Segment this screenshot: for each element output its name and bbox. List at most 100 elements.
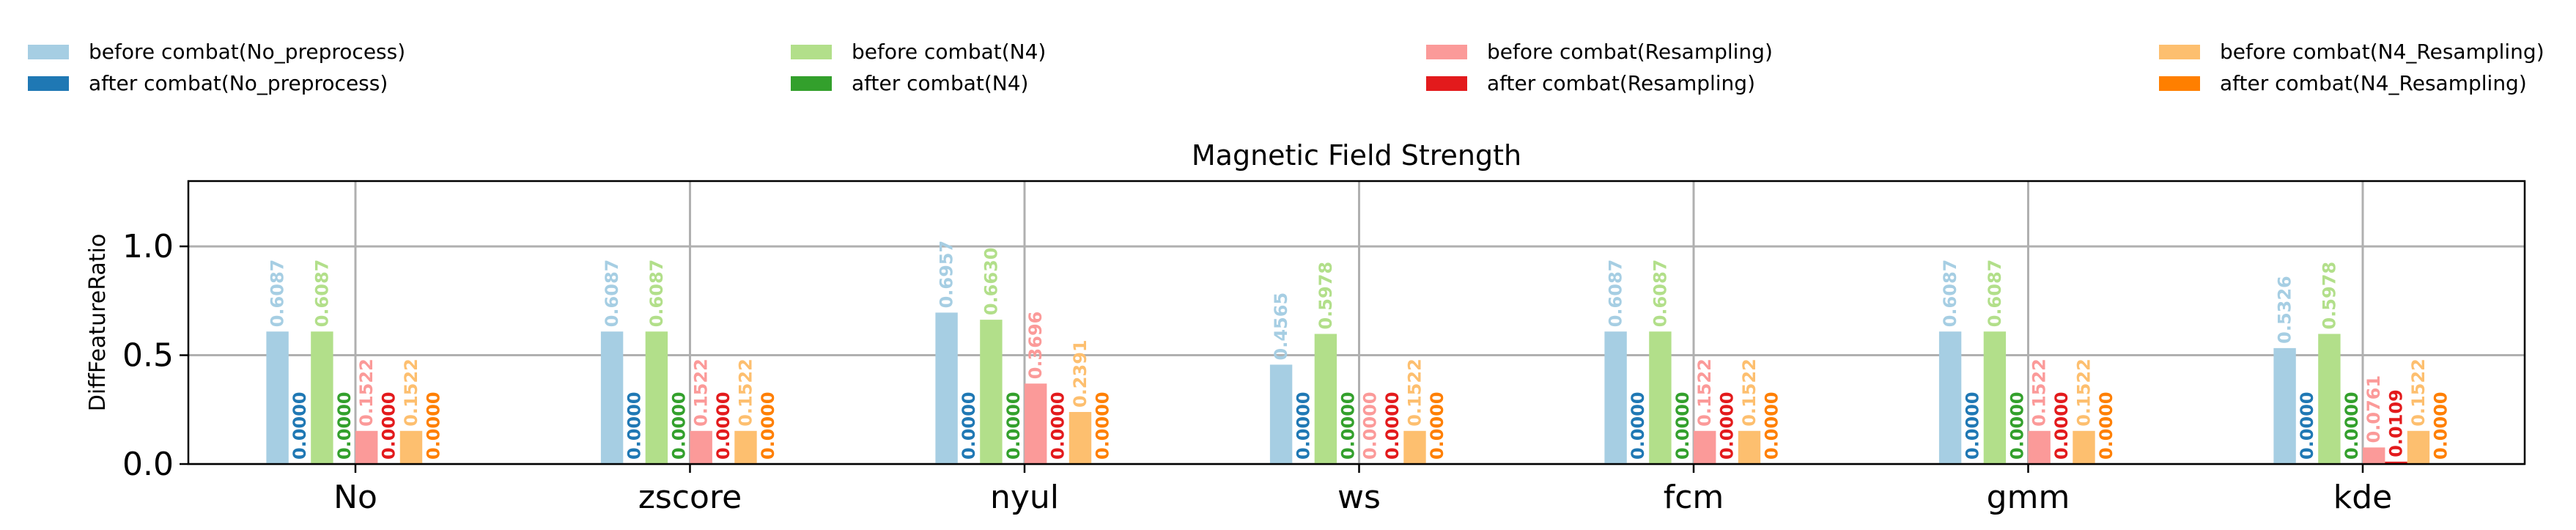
legend-label: before combat(N4) [852, 40, 1046, 64]
legend-swatch [28, 76, 69, 91]
legend-label: after combat(No_preprocess) [89, 71, 388, 95]
bar-value-label: 0.0000 [1628, 391, 1648, 460]
bar-value-label: 0.0109 [2386, 389, 2407, 457]
bar-value-label: 0.0000 [1048, 391, 1069, 460]
bar-value-label: 0.5978 [1315, 262, 1336, 330]
legend-label: before combat(Resampling) [1487, 40, 1773, 64]
bar-value-label: 0.0000 [1672, 391, 1693, 460]
bar-value-label: 0.0000 [2297, 391, 2317, 460]
bar [734, 430, 757, 464]
bar-value-label: 0.6630 [981, 248, 1001, 316]
y-axis-label: DiffFeatureRatio [85, 234, 111, 412]
bar-value-label: 0.0000 [624, 391, 645, 460]
bar [355, 430, 378, 464]
bar [2363, 447, 2385, 464]
legend-label: before combat(N4_Resampling) [2220, 40, 2544, 64]
bar [980, 320, 1003, 464]
bar [1983, 331, 2007, 464]
bar [1314, 334, 1337, 464]
bar [2318, 334, 2341, 464]
bar [266, 331, 289, 464]
bar-value-label: 0.0000 [1360, 391, 1381, 460]
bar-value-label: 0.1522 [1694, 358, 1715, 427]
bar-value-label: 0.0000 [1293, 391, 1314, 460]
chart-title: Magnetic Field Strength [1192, 139, 1521, 172]
bar-value-label: 0.1522 [356, 358, 377, 427]
bar-value-label: 0.1522 [2408, 358, 2429, 427]
x-tick-label: ws [1337, 479, 1381, 516]
plot-frame [187, 180, 2526, 465]
bars [266, 312, 2430, 464]
bar-value-label: 0.0000 [1963, 391, 1983, 460]
bar [1604, 331, 1627, 464]
bar-value-label: 0.0000 [2430, 391, 2451, 460]
bar [1649, 331, 1672, 464]
bar [1938, 331, 1962, 464]
bar [399, 430, 423, 464]
y-tick-label: 1.0 [122, 228, 174, 265]
bar-value-label: 0.0000 [2341, 391, 2362, 460]
x-tick-label: No [333, 479, 377, 516]
bar-value-label: 0.6087 [1985, 260, 2005, 328]
bar [1069, 412, 1092, 464]
bar-value-label: 0.1522 [2029, 358, 2050, 427]
bar [1025, 383, 1047, 464]
bar [2407, 430, 2430, 464]
legend-swatch [1426, 76, 1467, 91]
bar-value-label: 0.0000 [1382, 391, 1403, 460]
bar-value-label: 0.0000 [1337, 391, 1358, 460]
bar [600, 331, 624, 464]
bar-value-label: 0.0000 [2051, 391, 2072, 460]
bar-value-label: 0.1522 [401, 358, 421, 427]
bar-value-label: 0.5978 [2319, 262, 2339, 330]
bar-value-label: 0.0000 [289, 391, 310, 460]
legend-label: after combat(Resampling) [1487, 71, 1755, 95]
x-axis: No zscore nyul ws fcm gmm kde [333, 464, 2392, 516]
bar-value-label: 0.1522 [1739, 358, 1760, 427]
bar-value-label: 0.0000 [1761, 391, 1782, 460]
bar-value-label: 0.6087 [646, 260, 667, 328]
bar-value-label: 0.0000 [713, 391, 734, 460]
y-tick-label: 0.5 [122, 337, 174, 375]
x-tick-label: zscore [638, 479, 742, 516]
bar-value-label: 0.2391 [1070, 339, 1090, 408]
bar-value-label: 0.6087 [1606, 260, 1626, 328]
bar-value-label: 0.6087 [602, 260, 622, 328]
bar [1269, 364, 1293, 464]
bar-value-label: 0.0000 [1717, 391, 1738, 460]
x-tick-label: gmm [1987, 479, 2070, 516]
bar [2273, 347, 2296, 464]
legend-swatch [28, 45, 69, 59]
bar [645, 331, 668, 464]
bar [1403, 430, 1426, 464]
legend-swatch [2159, 45, 2200, 59]
bar-value-label: 0.0000 [379, 391, 399, 460]
bar [1738, 430, 1761, 464]
bar [1694, 430, 1716, 464]
bar-value-label: 0.6087 [1650, 260, 1670, 328]
y-axis: 0.0 0.5 1.0 [122, 228, 188, 483]
bar-value-label: 0.3696 [1025, 312, 1046, 380]
bar-value-label: 0.4565 [1271, 292, 1291, 361]
bar-value-label: 0.6087 [1940, 260, 1960, 328]
bar-value-label: 0.0000 [1003, 391, 1024, 460]
bar [2385, 461, 2407, 464]
legend-label: after combat(N4_Resampling) [2220, 71, 2527, 95]
bar-value-label: 0.5326 [2275, 276, 2295, 344]
bar-value-label: 0.6087 [311, 260, 332, 328]
bar-value-label: 0.0000 [423, 391, 443, 460]
x-tick-label: fcm [1664, 479, 1724, 516]
legend-label: before combat(No_preprocess) [89, 40, 405, 64]
bar-value-label: 0.0000 [1427, 391, 1447, 460]
legend-label: after combat(N4) [852, 71, 1028, 95]
bar [690, 430, 712, 464]
bar-value-label: 0.1522 [736, 358, 756, 427]
bar-value-label: 0.6957 [937, 240, 957, 309]
x-tick-label: kde [2333, 479, 2392, 516]
bar-value-label: 0.0000 [758, 391, 778, 460]
bar-value-label: 0.0000 [2007, 391, 2027, 460]
bar [311, 331, 333, 464]
bar-value-label: 0.1522 [1405, 358, 1425, 427]
bar [2028, 430, 2051, 464]
